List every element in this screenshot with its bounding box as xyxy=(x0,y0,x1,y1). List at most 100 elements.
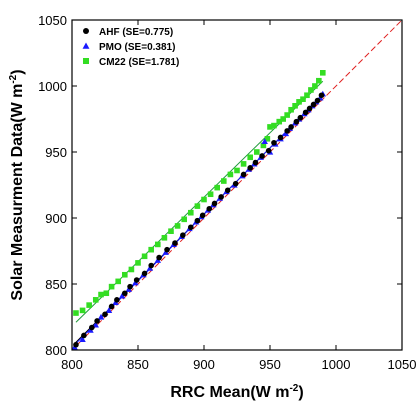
data-point-series-2-34 xyxy=(280,116,286,122)
legend-marker-0 xyxy=(83,28,89,34)
data-point-series-2-40 xyxy=(304,92,310,99)
data-point-series-1-4 xyxy=(97,313,105,320)
data-point-series-2-44 xyxy=(320,70,326,76)
data-point-series-2-17 xyxy=(181,216,187,223)
y-axis-title-exponent: -2 xyxy=(8,74,19,83)
data-point-series-0-23 xyxy=(232,180,239,187)
y-axis-title-close: ) xyxy=(9,69,26,74)
data-point-series-2-43 xyxy=(316,77,322,84)
data-point-series-2-1 xyxy=(79,307,86,314)
x-axis-title-close: ) xyxy=(298,384,303,401)
data-point-series-0-24 xyxy=(240,171,247,178)
data-point-series-0-28 xyxy=(265,147,272,154)
reference-line-layer xyxy=(71,19,403,351)
data-point-series-0-4 xyxy=(102,311,108,318)
data-point-series-2-2 xyxy=(86,302,92,308)
data-point-series-2-33 xyxy=(276,118,283,125)
y-tick-label-4: 1000 xyxy=(38,79,67,94)
data-point-series-0-18 xyxy=(199,212,206,219)
data-point-series-0-5 xyxy=(108,303,115,310)
data-point-series-0-15 xyxy=(180,232,186,238)
y-axis-title-text: Solar Measurment Data(W m xyxy=(9,84,26,301)
data-point-series-0-31 xyxy=(284,128,290,134)
data-point-series-0-34 xyxy=(297,114,304,121)
legend-label-2: CM22 (SE=1.781) xyxy=(99,57,179,68)
data-point-series-2-14 xyxy=(161,235,168,241)
x-tick-label-3: 950 xyxy=(259,357,281,372)
data-point-series-0-36 xyxy=(306,105,313,112)
legend-label-1: PMO (SE=0.381) xyxy=(99,42,175,53)
data-point-series-0-6 xyxy=(114,297,120,303)
data-point-series-2-32 xyxy=(271,122,277,129)
data-point-series-2-19 xyxy=(194,203,201,209)
data-point-series-0-10 xyxy=(141,270,148,277)
data-point-series-2-6 xyxy=(108,283,115,290)
data-point-series-2-39 xyxy=(300,96,306,102)
data-point-series-2-24 xyxy=(227,171,234,178)
data-point-series-2-11 xyxy=(141,253,148,260)
y-tick-label-1: 850 xyxy=(45,277,67,292)
data-point-series-0-1 xyxy=(81,332,87,339)
data-point-series-2-0 xyxy=(73,310,79,316)
y-tick-label-0: 800 xyxy=(45,343,67,358)
data-point-series-2-36 xyxy=(288,106,294,113)
data-point-series-0-8 xyxy=(127,283,133,290)
x-axis-title: RRC Mean(W m-2) xyxy=(170,383,303,401)
data-point-series-2-20 xyxy=(201,196,207,203)
data-point-series-2-12 xyxy=(148,246,154,253)
data-point-series-0-11 xyxy=(148,262,154,269)
data-point-series-1-5 xyxy=(105,307,113,313)
data-point-series-0-22 xyxy=(224,187,231,194)
data-point-series-2-26 xyxy=(240,161,247,167)
data-point-series-2-38 xyxy=(296,99,302,105)
legend-marker-1 xyxy=(82,42,90,49)
data-point-series-2-42 xyxy=(312,83,318,89)
data-point-series-2-18 xyxy=(188,209,194,216)
data-point-series-0-33 xyxy=(293,118,300,125)
data-point-series-2-3 xyxy=(92,297,99,303)
data-point-series-2-13 xyxy=(155,241,161,248)
data-point-series-0-21 xyxy=(218,194,224,200)
data-point-series-0-9 xyxy=(133,277,140,283)
data-point-series-0-2 xyxy=(89,324,95,331)
data-points-layer xyxy=(71,70,327,350)
data-point-series-0-3 xyxy=(94,318,100,324)
data-point-series-2-25 xyxy=(234,167,240,174)
data-point-series-0-37 xyxy=(310,101,317,108)
data-point-series-0-20 xyxy=(211,200,218,207)
data-point-series-2-21 xyxy=(207,191,214,198)
data-point-series-2-4 xyxy=(98,291,104,298)
data-point-series-0-27 xyxy=(259,153,265,159)
data-point-series-2-37 xyxy=(292,103,298,109)
y-tick-label-2: 900 xyxy=(45,211,67,226)
data-point-series-0-30 xyxy=(277,134,284,141)
data-point-series-2-9 xyxy=(128,266,135,273)
data-point-series-0-16 xyxy=(188,224,194,231)
legend-label-0: AHF (SE=0.775) xyxy=(99,27,173,38)
data-point-series-0-25 xyxy=(247,165,253,171)
data-point-series-2-23 xyxy=(221,178,227,184)
axes-layer: 800 850 900 950 1000 1050 800 850 900 950 1000 1050 xyxy=(38,13,416,372)
data-point-series-0-39 xyxy=(318,92,325,99)
data-point-series-0-26 xyxy=(252,159,259,166)
one-to-one-line xyxy=(71,19,403,351)
data-point-series-0-32 xyxy=(288,124,294,130)
data-point-series-2-5 xyxy=(103,290,110,297)
legend: AHF (SE=0.775) PMO (SE=0.381) CM22 (SE=1.7… xyxy=(82,27,179,68)
data-point-series-1-28 xyxy=(261,138,268,145)
x-tick-label-2: 900 xyxy=(193,357,215,372)
data-point-series-1-7 xyxy=(118,292,126,299)
data-point-series-2-16 xyxy=(174,223,181,229)
data-point-series-0-35 xyxy=(302,109,309,116)
plot-frame xyxy=(71,19,403,351)
data-point-series-0-12 xyxy=(156,254,162,261)
data-point-series-2-10 xyxy=(135,260,141,266)
x-axis-title-text: RRC Mean(W m xyxy=(170,384,289,401)
data-point-series-0-29 xyxy=(271,139,277,146)
data-point-series-2-41 xyxy=(308,87,314,93)
data-point-series-1-1 xyxy=(79,336,86,343)
data-point-series-2-30 xyxy=(264,136,271,142)
data-point-series-2-22 xyxy=(214,184,220,191)
data-point-series-2-7 xyxy=(115,278,121,285)
